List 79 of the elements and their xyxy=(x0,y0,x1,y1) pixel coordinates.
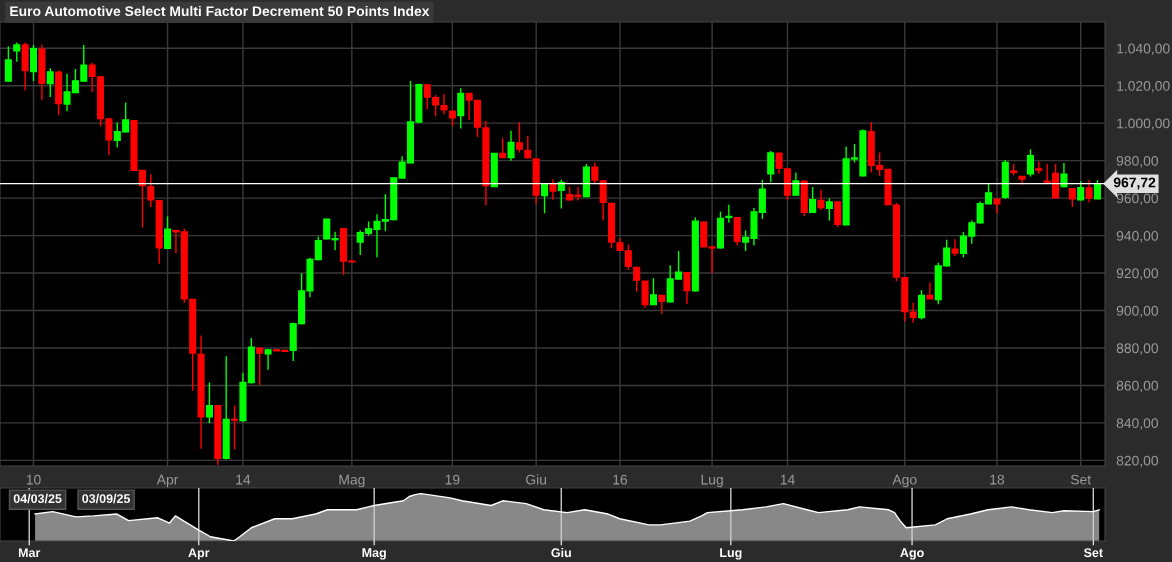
y-tick-label: 900,00 xyxy=(1116,305,1159,318)
candlestick xyxy=(1085,179,1093,204)
candlestick xyxy=(917,289,926,321)
candlestick xyxy=(792,171,800,197)
candlestick xyxy=(499,137,507,159)
x-tick-label: Apr xyxy=(188,548,210,560)
candlestick xyxy=(725,204,733,224)
y-tick-label: 980,00 xyxy=(1116,155,1159,168)
candlestick xyxy=(46,67,54,98)
annotation: 04/03/25 xyxy=(13,493,62,504)
candlestick xyxy=(658,294,666,315)
y-tick-label: 1.040,00 xyxy=(1117,43,1170,56)
y-tick-label: 820,00 xyxy=(1116,455,1159,468)
x-tick-label: Set xyxy=(1083,548,1103,558)
y-tick-label: 1.000,00 xyxy=(1117,118,1170,130)
candlestick xyxy=(1026,148,1034,178)
candlestick xyxy=(633,266,641,293)
x-tick-label: Ago xyxy=(900,548,924,560)
y-tick-label: 840,00 xyxy=(1116,418,1159,430)
candlestick xyxy=(205,381,213,424)
x-tick-label: 19 xyxy=(445,474,460,485)
x-tick-label: Lug xyxy=(701,474,723,488)
annotation: 03/09/25 xyxy=(82,493,131,504)
x-tick-label: Set xyxy=(1070,474,1092,485)
candlestick xyxy=(524,135,532,160)
x-tick-label: Giu xyxy=(526,474,547,485)
y-tick-label: 920,00 xyxy=(1116,268,1159,280)
ref-line-label: 967,72 xyxy=(1113,177,1156,190)
candlestick xyxy=(231,404,239,451)
x-tick-label: Ago xyxy=(892,474,917,488)
candlestick xyxy=(683,271,691,305)
x-tick-label: 14 xyxy=(780,474,795,485)
x-tick-label: Giu xyxy=(551,547,571,558)
y-tick-label: 880,00 xyxy=(1116,343,1159,355)
x-tick-label: Lug xyxy=(720,548,742,560)
candlestick xyxy=(834,200,842,228)
x-tick-label: Apr xyxy=(156,474,179,488)
x-tick-label: Mag xyxy=(339,474,365,488)
candlestick xyxy=(591,161,599,184)
candlestick xyxy=(733,216,741,247)
candlestick xyxy=(708,245,716,274)
candlestick xyxy=(817,188,825,211)
candlestick xyxy=(1093,179,1102,201)
candlestick xyxy=(951,238,959,257)
chart-title: Euro Automotive Select Multi Factor Decrement 50 Points Index xyxy=(10,5,430,17)
y-tick-label: 860,00 xyxy=(1116,380,1159,393)
candlestick xyxy=(624,243,632,271)
candlestick xyxy=(515,121,523,154)
x-tick-label: 14 xyxy=(236,474,251,485)
y-tick-label: 960,00 xyxy=(1116,193,1159,205)
candlestick xyxy=(549,178,557,201)
candlestick xyxy=(809,186,817,214)
x-tick-label: Mar xyxy=(18,548,41,558)
candlestick xyxy=(574,186,582,202)
candlestick xyxy=(926,282,934,300)
candlestick xyxy=(13,41,21,63)
candlestick xyxy=(540,182,549,214)
candlestick xyxy=(29,44,38,82)
candlestick xyxy=(457,87,465,130)
x-tick-label: 16 xyxy=(613,474,628,485)
candlestick xyxy=(599,179,607,222)
candlestick xyxy=(331,231,339,251)
candlestick xyxy=(164,215,172,250)
x-tick-label: 10 xyxy=(26,474,41,485)
y-tick-label: 940,00 xyxy=(1116,230,1159,243)
candlestick xyxy=(641,280,649,309)
candlestick xyxy=(767,150,775,183)
candlestick xyxy=(147,173,155,208)
y-tick-label: 1.020,00 xyxy=(1117,81,1170,93)
candlestick xyxy=(649,277,657,306)
candlestick xyxy=(1068,187,1076,208)
x-tick-label: 18 xyxy=(990,474,1005,485)
candlestick xyxy=(1035,160,1043,175)
candlestick xyxy=(825,197,833,222)
candlestick xyxy=(507,129,515,162)
candlestick xyxy=(4,45,12,83)
candlestick xyxy=(256,347,264,386)
candlestick xyxy=(909,301,917,324)
x-tick-label: Mag xyxy=(362,548,386,560)
